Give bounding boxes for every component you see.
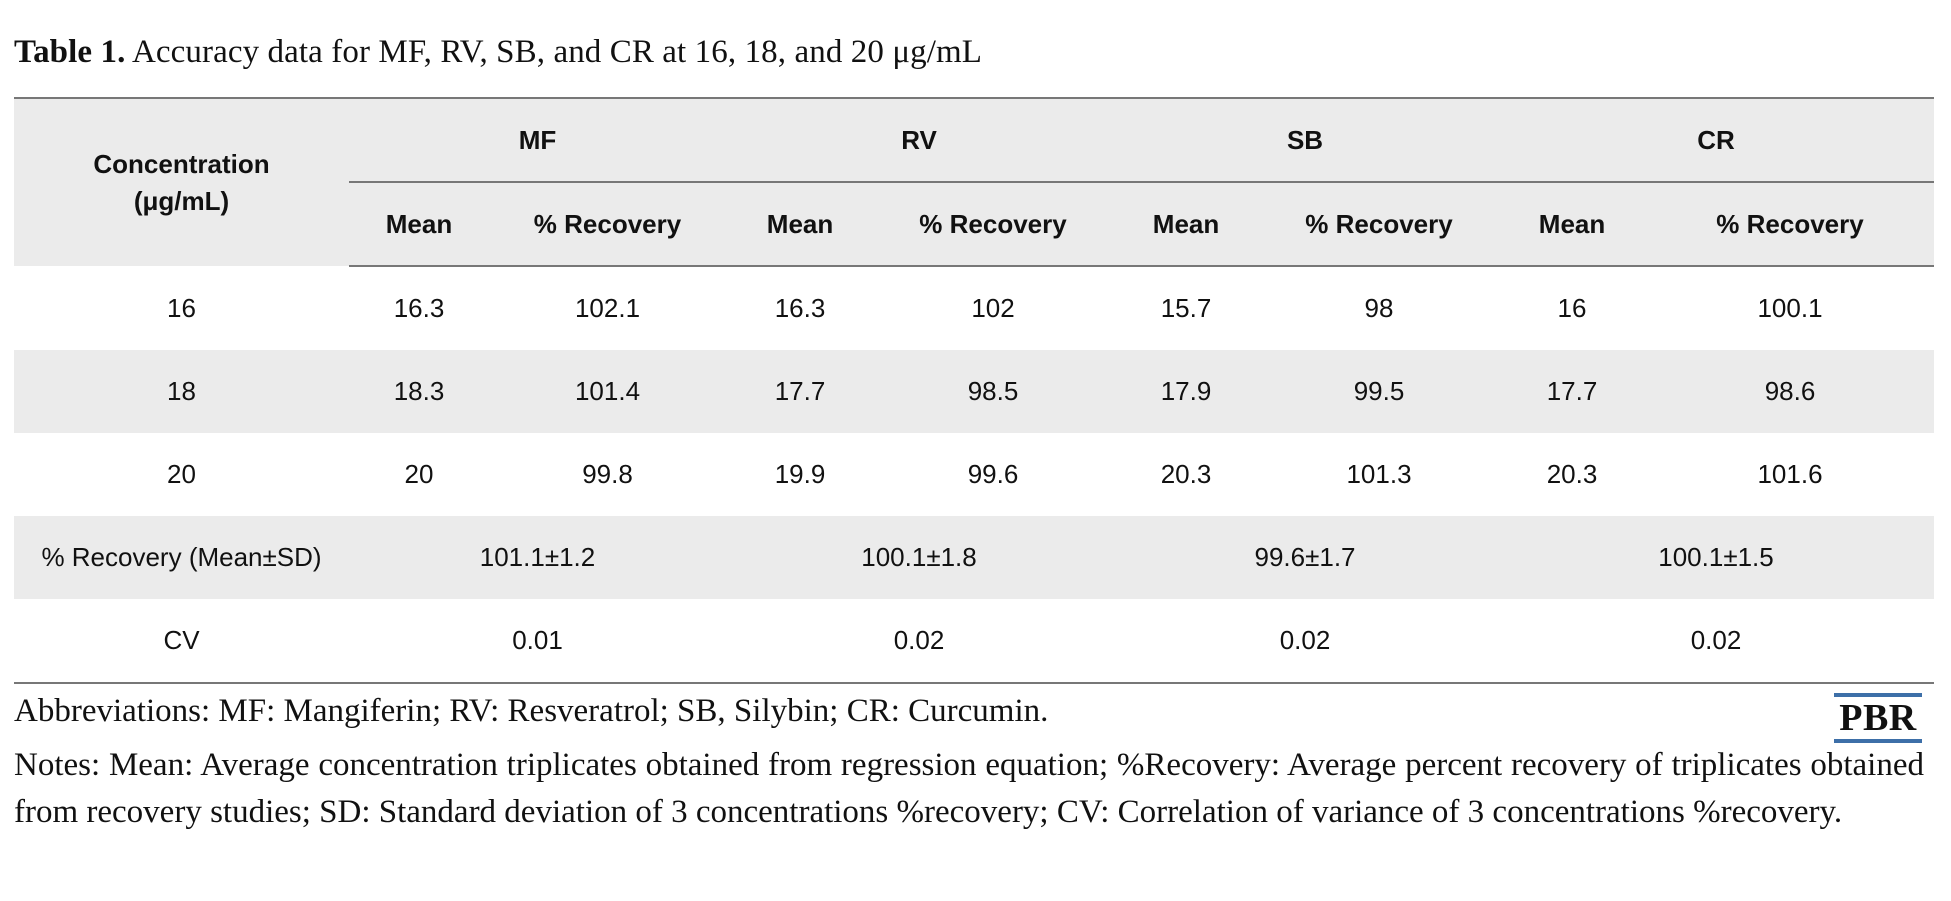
summary-value: 101.1±1.2 xyxy=(349,516,727,599)
group-header-sb: SB xyxy=(1112,97,1499,183)
summary-value: 0.02 xyxy=(1112,599,1499,684)
table-cell: 102.1 xyxy=(574,293,641,323)
table-cell: 16.3 xyxy=(774,293,826,323)
notes-paragraph: Notes: Mean: Average concentration tripl… xyxy=(14,747,1924,830)
summary-value: 0.01 xyxy=(349,599,727,684)
caption-label: Table 1. xyxy=(14,34,126,70)
summary-row-recovery: % Recovery (Mean±SD) 101.1±1.2 100.1±1.8… xyxy=(14,516,1935,599)
table-cell: 20.3 xyxy=(1160,459,1212,489)
table-row: 16 16.3 102.1 16.3 102 15.7 98 16 100.1 xyxy=(14,266,1934,350)
table-cell: 102 xyxy=(971,293,1015,323)
summary-value: 0.02 xyxy=(1498,599,1935,684)
sub-header-mean: Mean xyxy=(1112,182,1261,267)
accuracy-table: Concentration (μg/mL) MF RV SB CR Mean % … xyxy=(14,97,1935,684)
table-header: Concentration (μg/mL) MF RV SB CR Mean % … xyxy=(14,97,1935,267)
table-cell: 101.3 xyxy=(1346,459,1412,489)
table-cell: 16 xyxy=(167,292,196,323)
table-cell: 16 xyxy=(1557,293,1587,323)
table-cell: 18.3 xyxy=(349,350,489,433)
header-group-row: Concentration (μg/mL) MF RV SB CR xyxy=(14,97,1935,266)
sub-header-recovery: % Recovery xyxy=(1646,182,1935,267)
table-cell: 15.7 xyxy=(1160,293,1212,323)
summary-value: 100.1±1.5 xyxy=(1498,516,1935,599)
table-cell: 17.7 xyxy=(1498,350,1647,433)
summary-value: 99.6±1.7 xyxy=(1112,516,1499,599)
logo-bar-top xyxy=(1834,693,1922,697)
summary-row-cv: CV 0.01 0.02 0.02 0.02 xyxy=(14,599,1935,684)
group-header-rv: RV xyxy=(726,97,1113,183)
table-row: 18 18.3 101.4 17.7 98.5 17.9 99.5 17.7 9… xyxy=(14,350,1935,433)
table-cell: 20.3 xyxy=(1546,459,1598,489)
table-cell: 101.6 xyxy=(1757,459,1823,489)
caption-text: Accuracy data for MF, RV, SB, and CR at … xyxy=(125,34,983,70)
table-cell: 98.6 xyxy=(1646,350,1935,433)
sub-header-mean: Mean xyxy=(726,182,875,267)
sub-header-mean: Mean xyxy=(1498,182,1647,267)
table-body: 16 16.3 102.1 16.3 102 15.7 98 16 100.1 … xyxy=(14,266,1935,684)
concentration-header: Concentration (μg/mL) xyxy=(14,97,349,266)
logo-bar-bottom xyxy=(1834,739,1922,743)
summary-label: % Recovery (Mean±SD) xyxy=(14,516,349,599)
group-header-cr: CR xyxy=(1498,97,1935,183)
table-cell: 17.9 xyxy=(1112,350,1261,433)
sub-header-recovery: % Recovery xyxy=(874,182,1113,267)
table-cell: 98.5 xyxy=(874,350,1113,433)
table-cell: 99.5 xyxy=(1260,350,1499,433)
pbr-logo: PBR xyxy=(1834,693,1922,743)
table-row: 20 20 99.8 19.9 99.6 20.3 101.3 20.3 101… xyxy=(14,433,1934,516)
table-cell: 20 xyxy=(167,459,196,489)
table-cell: 20 xyxy=(404,459,434,489)
abbreviations-note: Abbreviations: MF: Mangiferin; RV: Resve… xyxy=(14,693,1049,729)
summary-label: CV xyxy=(14,599,349,684)
table-cell: 101.4 xyxy=(489,350,727,433)
table-cell: 99.8 xyxy=(582,459,633,489)
group-header-mf: MF xyxy=(349,97,727,183)
summary-value: 100.1±1.8 xyxy=(726,516,1113,599)
table-cell: 18 xyxy=(14,350,349,433)
sub-header-mean: Mean xyxy=(349,182,489,267)
table-cell: 17.7 xyxy=(726,350,875,433)
table-cell: 16.3 xyxy=(393,293,445,323)
summary-value: 0.02 xyxy=(726,599,1113,684)
table-cell: 98 xyxy=(1364,293,1394,323)
table-caption: Table 1. Accuracy data for MF, RV, SB, a… xyxy=(14,34,982,71)
sub-header-recovery: % Recovery xyxy=(489,182,727,267)
table-cell: 19.9 xyxy=(774,459,826,489)
sub-header-recovery: % Recovery xyxy=(1260,182,1499,267)
logo-text: PBR xyxy=(1839,697,1917,739)
table-cell: 100.1 xyxy=(1757,293,1823,323)
header-sub-row: Mean % Recovery Mean % Recovery Mean % R… xyxy=(14,182,1935,267)
accuracy-table-container: Concentration (μg/mL) MF RV SB CR Mean % … xyxy=(14,97,1935,684)
table-cell: 99.6 xyxy=(967,459,1019,489)
